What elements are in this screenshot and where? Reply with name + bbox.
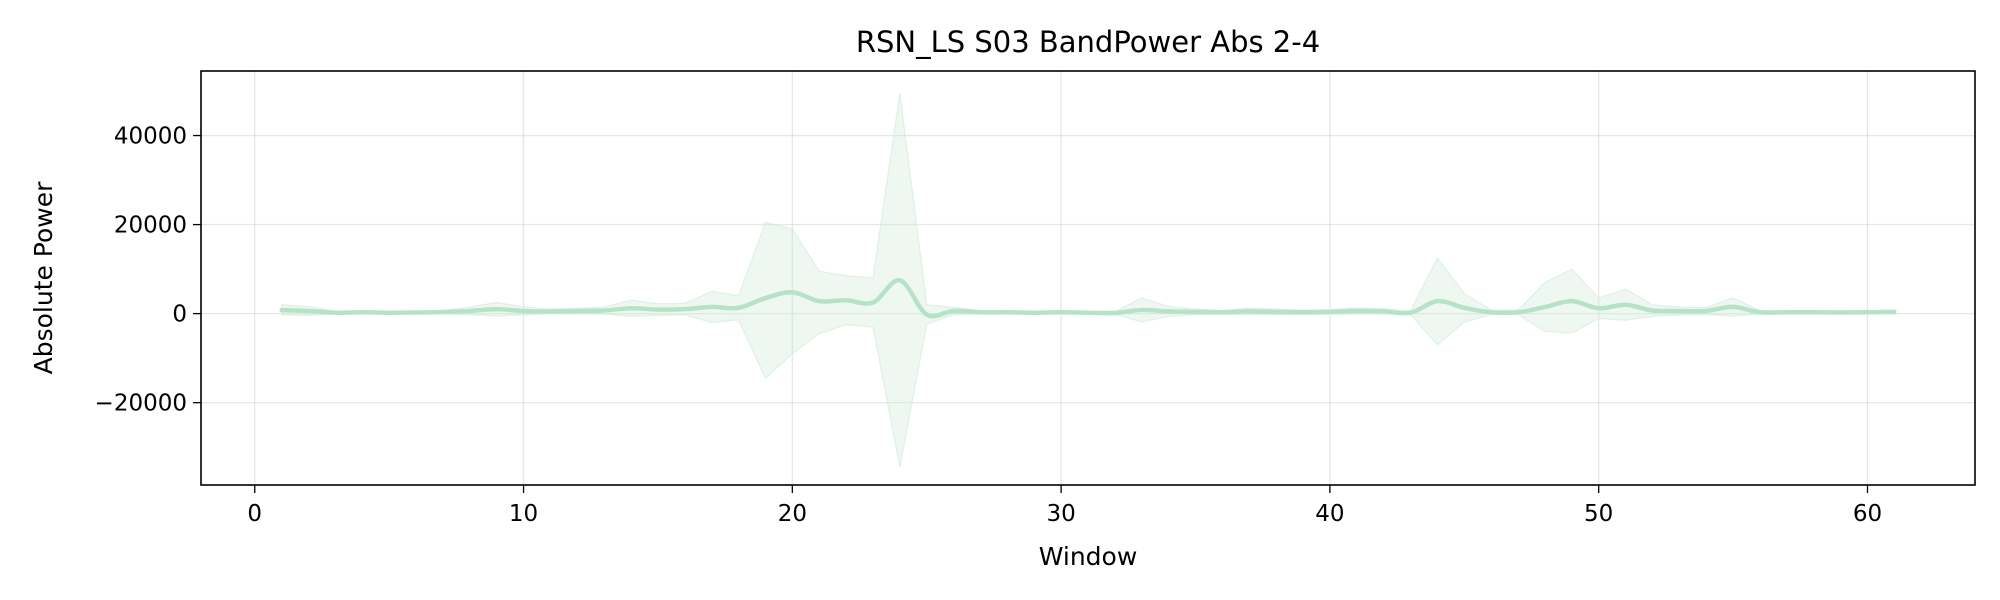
- line-layer: [279, 277, 1897, 319]
- x-tick-label: 10: [509, 501, 538, 527]
- grid: [201, 71, 1975, 485]
- y-tick-label: 40000: [114, 124, 187, 150]
- x-tick-label: 50: [1584, 501, 1613, 527]
- y-tick-label: 0: [172, 302, 187, 328]
- y-tick-label: 20000: [114, 213, 187, 239]
- plot-frame: [200, 70, 1976, 486]
- tick-layer: 0 10 20 30 40 50 60 −20000 0 20000 40000: [95, 124, 1883, 527]
- x-tick-label: 30: [1046, 501, 1075, 527]
- chart-title: RSN_LS S03 BandPower Abs 2-4: [856, 25, 1320, 59]
- x-tick-label: 60: [1853, 501, 1882, 527]
- x-tick-label: 0: [247, 501, 262, 527]
- series-line: [279, 277, 1897, 319]
- y-axis-label: Absolute Power: [29, 181, 58, 375]
- x-tick-label: 20: [778, 501, 807, 527]
- y-tick-label: −20000: [95, 391, 187, 417]
- x-tick-label: 40: [1315, 501, 1344, 527]
- x-axis-label: Window: [1039, 542, 1138, 571]
